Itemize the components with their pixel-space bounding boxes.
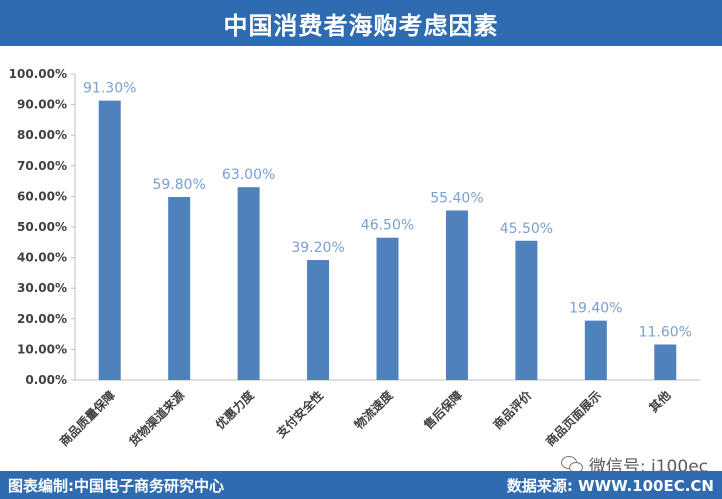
bar	[376, 237, 399, 380]
bar	[584, 320, 607, 380]
x-tick-label: 商品评价	[490, 387, 535, 432]
x-tick-label: 商品页面展示	[542, 388, 604, 450]
data-label: 11.60%	[639, 325, 692, 341]
bar	[98, 100, 121, 380]
bar	[307, 260, 330, 380]
x-tick-label: 优惠力度	[212, 387, 257, 432]
chart-title: 中国消费者海购考虑因素	[223, 11, 499, 40]
x-tick-label: 其他	[646, 388, 674, 416]
bar	[654, 344, 677, 380]
data-label: 59.80%	[152, 177, 205, 193]
data-label: 63.00%	[222, 167, 275, 183]
footer-data-source: 数据来源: WWW.100EC.CN	[506, 477, 714, 495]
y-tick-label: 20.00%	[17, 312, 67, 326]
y-tick-label: 0.00%	[25, 373, 67, 387]
data-label: 55.40%	[430, 190, 483, 206]
chart-header: 中国消费者海购考虑因素	[0, 0, 722, 46]
x-tick-label: 商品质量保障	[56, 388, 118, 450]
bar-chart: 0.00% 10.00% 20.00% 30.00% 40.00% 50.00% 60.00…	[9, 67, 700, 450]
bar	[168, 197, 191, 380]
x-tick-label: 货物渠道来源	[126, 388, 188, 450]
data-label: 46.50%	[361, 218, 414, 234]
x-tick-label: 物流速度	[351, 387, 396, 432]
x-tick-label: 支付安全性	[272, 388, 326, 442]
x-tick-label: 售后保障	[421, 388, 466, 433]
y-tick-label: 90.00%	[17, 98, 67, 112]
chart-area: 0.00% 10.00% 20.00% 30.00% 40.00% 50.00% 60.00…	[0, 46, 722, 471]
y-tick-label: 60.00%	[17, 189, 67, 203]
data-label: 39.20%	[291, 240, 344, 256]
bar	[445, 210, 468, 380]
bar	[237, 187, 260, 380]
y-tick-label: 80.00%	[17, 128, 67, 142]
bar	[515, 240, 538, 380]
y-tick-label: 70.00%	[17, 159, 67, 173]
data-label: 91.30%	[83, 81, 136, 97]
data-label: 19.40%	[569, 301, 622, 317]
y-tick-label: 100.00%	[9, 67, 67, 81]
footer-bar: 图表编制:中国电子商务研究中心 数据来源: WWW.100EC.CN	[0, 471, 722, 499]
y-tick-label: 30.00%	[17, 281, 67, 295]
y-tick-label: 50.00%	[17, 220, 67, 234]
data-label: 45.50%	[500, 221, 553, 237]
footer-source-credit: 图表编制:中国电子商务研究中心	[8, 477, 225, 495]
y-tick-label: 10.00%	[17, 342, 67, 356]
y-tick-label: 40.00%	[17, 251, 67, 265]
